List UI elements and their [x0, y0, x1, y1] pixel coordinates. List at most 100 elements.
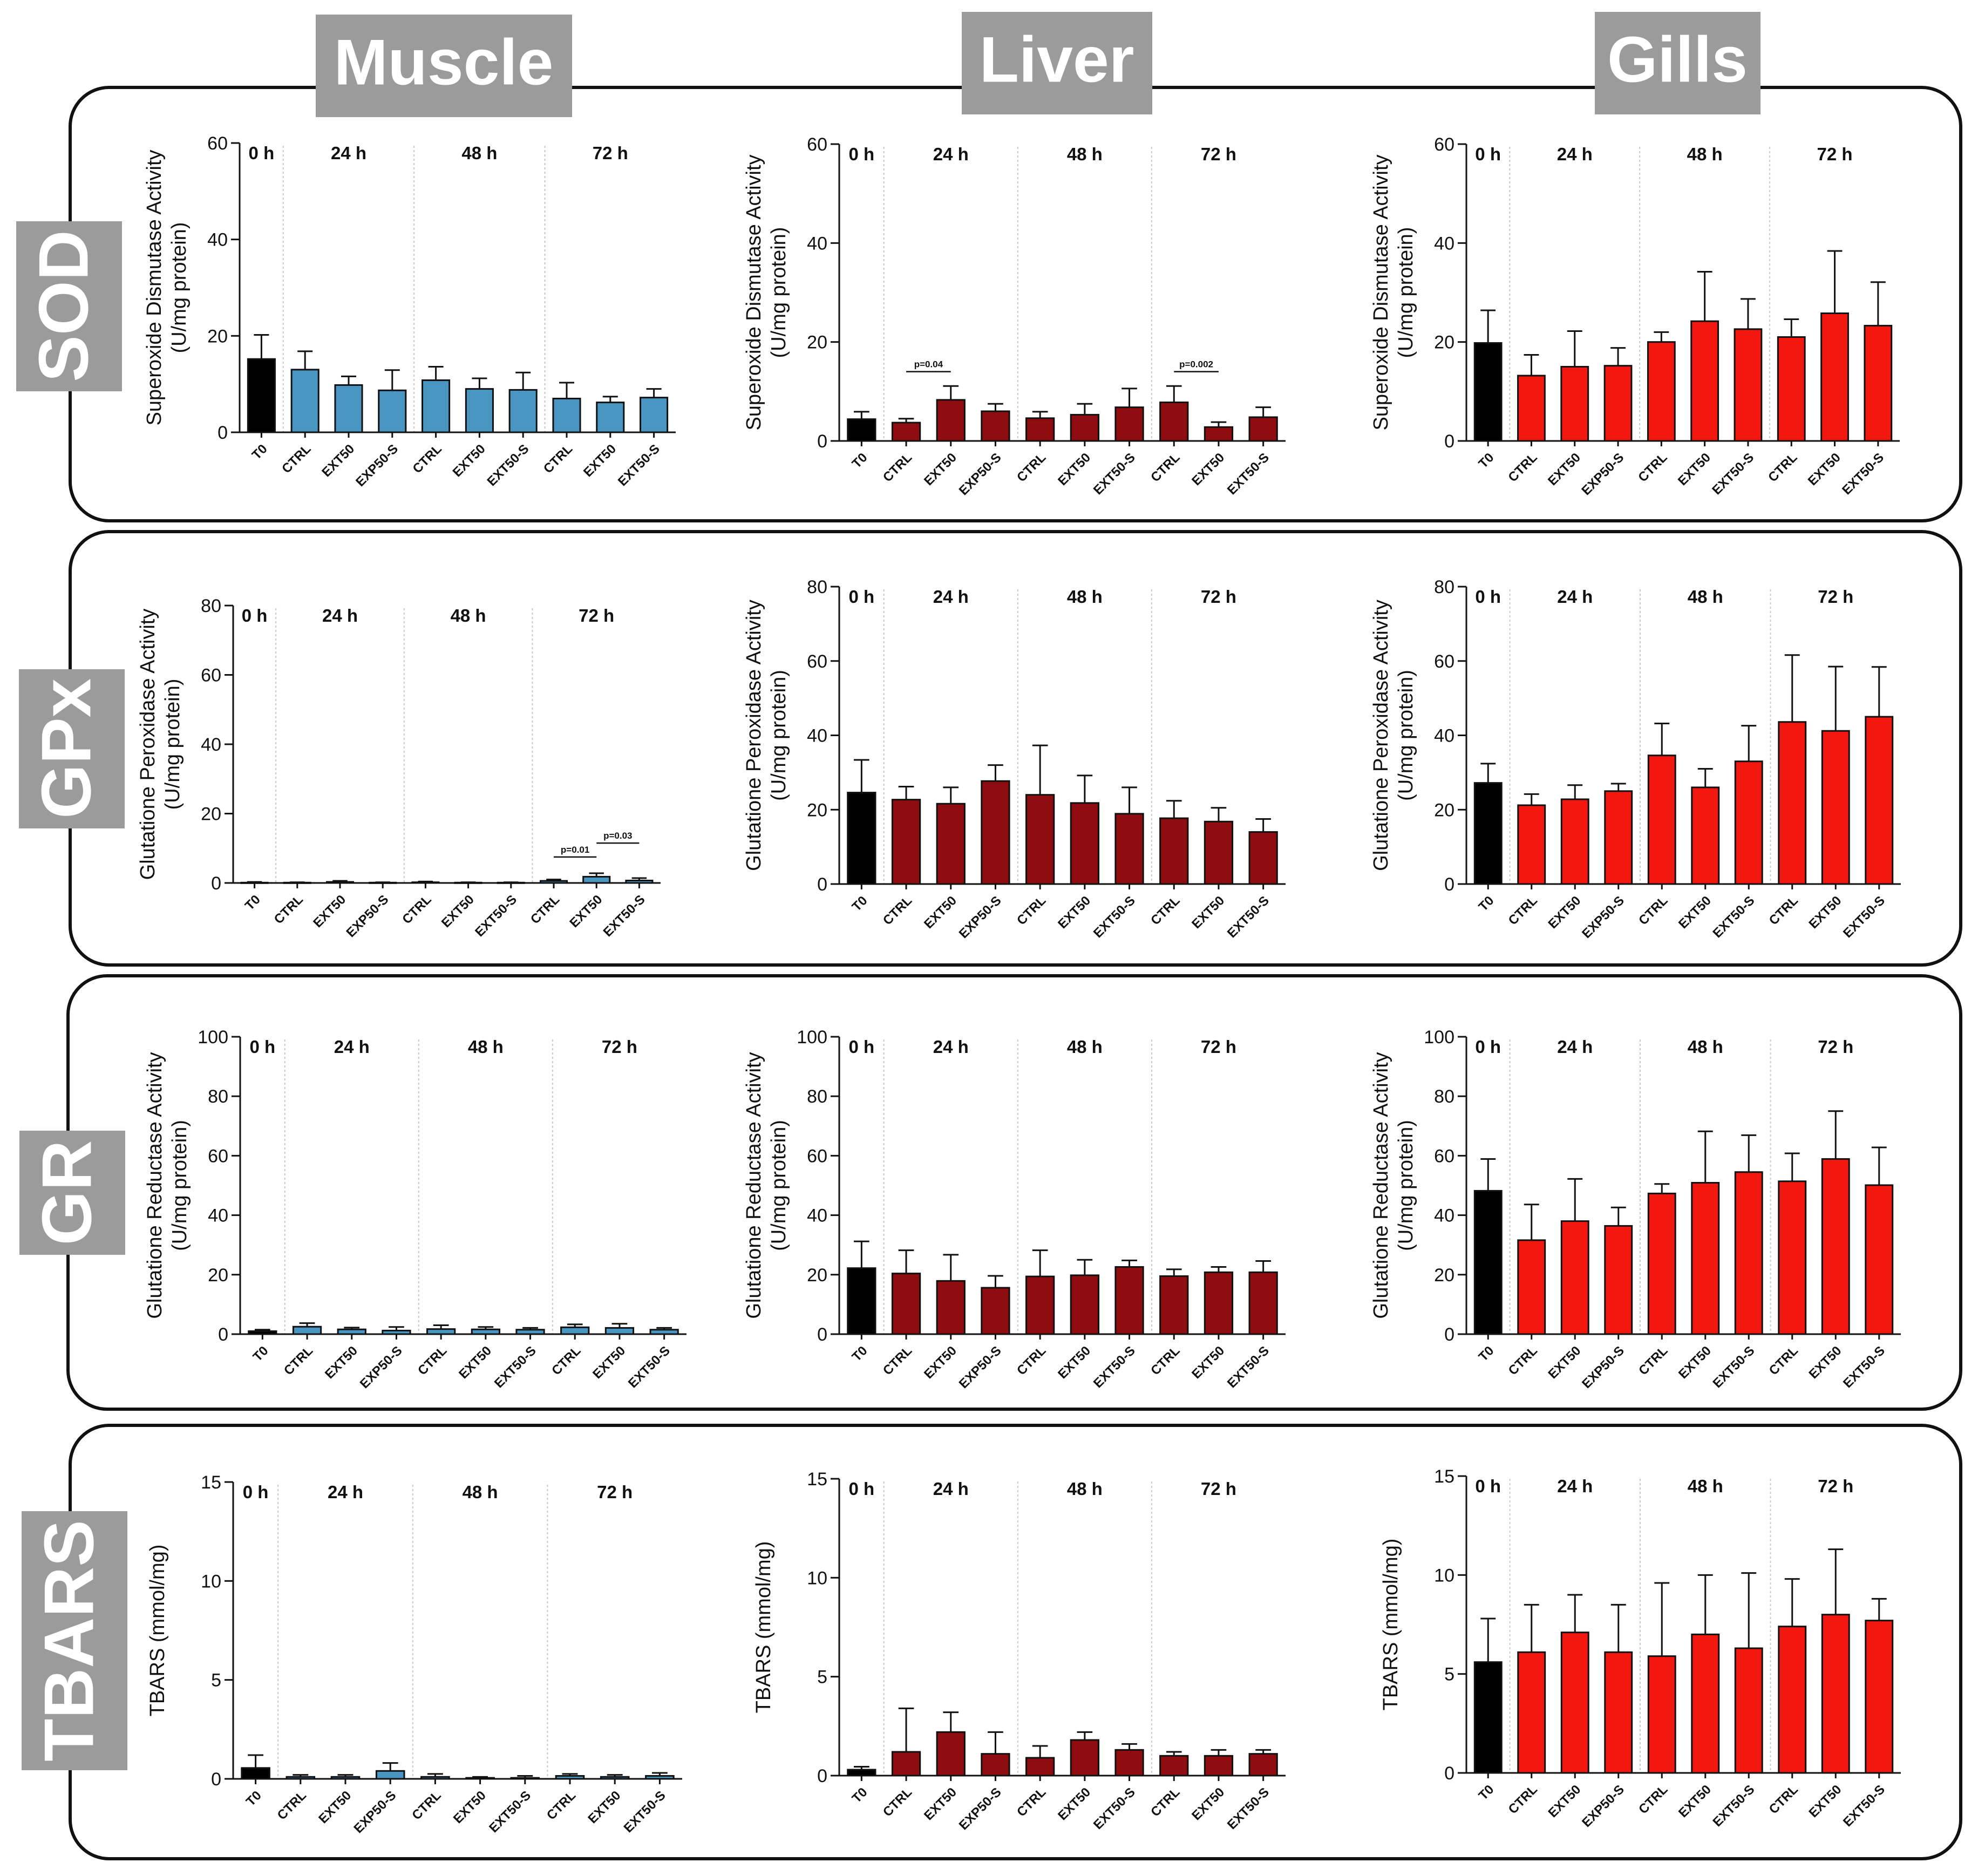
y-tick-label: 40 — [208, 1206, 228, 1226]
x-tick-label: EXT50 — [921, 450, 960, 488]
bar — [847, 792, 876, 885]
x-tick-label: CTRL — [1766, 1343, 1801, 1378]
bar — [1691, 1633, 1720, 1774]
tissue-label-muscle: Muscle — [316, 15, 572, 117]
x-tick-label: EXT50 — [567, 892, 605, 930]
y-axis-label: Superoxide Dismutase Activity (U/mg prote… — [1370, 154, 1417, 430]
bar — [1821, 1158, 1850, 1335]
significance-label: p=0.002 — [1179, 359, 1213, 370]
y-tick-label: 40 — [1434, 726, 1454, 746]
bar — [891, 1751, 921, 1777]
y-tick-label: 40 — [207, 230, 228, 250]
time-label: 24 h — [1557, 1476, 1593, 1496]
x-tick-label: CTRL — [1506, 893, 1540, 928]
y-axis-label-line: (U/mg protein) — [1395, 670, 1417, 801]
bar — [1647, 1192, 1676, 1335]
x-tick-label: EXT50 — [1806, 1343, 1845, 1382]
x-tick-label: EXT50 — [1546, 1343, 1584, 1382]
time-label: 72 h — [602, 1037, 637, 1057]
x-tick-label: EXT50-S — [1709, 450, 1757, 498]
time-label: 72 h — [1201, 1037, 1236, 1057]
y-axis-label: Glutatione Reductase Activity (U/mg prote… — [743, 1052, 790, 1318]
x-tick-label: EXT50 — [322, 1343, 361, 1382]
y-tick-label: 40 — [807, 1206, 827, 1226]
bar — [1070, 413, 1099, 442]
time-label: 72 h — [579, 606, 614, 626]
x-tick-label: EXP50-S — [351, 1788, 399, 1836]
bar — [1159, 817, 1189, 885]
x-tick-label: CTRL — [1766, 893, 1801, 928]
bar — [1159, 402, 1189, 442]
x-tick-label: EXT50-S — [1839, 450, 1887, 498]
x-tick-label: CTRL — [1148, 450, 1182, 485]
y-tick-label: 5 — [1444, 1664, 1454, 1685]
bar — [1604, 790, 1633, 885]
bar — [1603, 365, 1633, 442]
y-tick-label: 40 — [807, 233, 827, 254]
x-tick-label: EXT50 — [1055, 1785, 1093, 1823]
time-label: 72 h — [597, 1482, 633, 1502]
time-label: 72 h — [1818, 1037, 1853, 1057]
y-tick-label: 20 — [807, 332, 827, 353]
bar — [1473, 342, 1503, 442]
time-label: 48 h — [468, 1037, 504, 1057]
x-tick-label: EXT50 — [1675, 450, 1714, 488]
y-tick-label: 60 — [1434, 1146, 1454, 1166]
x-tick-label: EXT50 — [1055, 1343, 1093, 1382]
bar — [1560, 798, 1589, 885]
enzyme-label-gr: GR — [19, 1131, 125, 1255]
y-axis-label-line: (U/mg protein) — [1395, 1120, 1417, 1251]
time-label: 24 h — [1557, 144, 1593, 164]
y-tick-label: 0 — [217, 423, 228, 443]
x-tick-label: EXT50 — [1546, 893, 1584, 932]
bar — [334, 384, 363, 433]
x-tick-label: CTRL — [1636, 893, 1670, 928]
x-tick-label: CTRL — [880, 1785, 915, 1819]
x-tick-label: EXP50-S — [956, 1785, 1004, 1833]
x-tick-label: EXT50 — [319, 441, 357, 480]
bar — [1517, 1651, 1546, 1774]
x-tick-label: CTRL — [409, 1788, 444, 1823]
x-tick-label: EXP50-S — [344, 892, 392, 940]
time-label: 0 h — [849, 144, 875, 164]
y-tick-label: 0 — [817, 874, 827, 895]
bar — [936, 399, 966, 442]
bar — [1777, 336, 1806, 442]
x-tick-label: T0 — [1476, 450, 1497, 471]
x-tick-label: CTRL — [1506, 1782, 1540, 1817]
x-tick-label: EXT50 — [316, 1788, 354, 1826]
x-tick-label: EXT50-S — [1710, 1343, 1758, 1391]
y-tick-label: 60 — [201, 665, 221, 686]
x-tick-label: EXT50-S — [601, 892, 648, 940]
bar — [1248, 831, 1278, 885]
x-tick-label: EXT50 — [1189, 893, 1227, 932]
y-axis-label-line: Glutatione Peroxidase Activity — [1370, 600, 1392, 871]
tissue-label-muscle-text: Muscle — [334, 26, 554, 99]
bar — [1025, 794, 1055, 885]
x-tick-label: EXP50-S — [1579, 1343, 1627, 1391]
bar — [1473, 1661, 1503, 1774]
y-tick-label: 15 — [807, 1469, 827, 1490]
x-tick-label: EXT50 — [1806, 893, 1845, 932]
time-label: 24 h — [328, 1482, 363, 1502]
y-tick-label: 80 — [807, 577, 827, 597]
x-tick-label: T0 — [1476, 1782, 1497, 1803]
bar — [1691, 786, 1720, 885]
x-tick-label: CTRL — [1014, 1785, 1049, 1819]
bar — [604, 1327, 635, 1335]
x-tick-label: EXT50 — [921, 1785, 960, 1823]
x-tick-label: EXP50-S — [956, 450, 1004, 498]
x-tick-label: EXT50-S — [486, 1788, 534, 1836]
x-tick-label: CTRL — [279, 441, 314, 476]
x-tick-label: EXT50 — [1545, 450, 1583, 488]
bar — [1604, 1651, 1633, 1774]
x-tick-label: CTRL — [880, 893, 915, 928]
bar — [1248, 1753, 1278, 1777]
x-tick-label: CTRL — [549, 1343, 583, 1378]
x-tick-label: T0 — [849, 1785, 871, 1806]
enzyme-label-gpx-text: GPx — [26, 678, 105, 819]
y-tick-label: 20 — [807, 800, 827, 820]
y-axis-label-line: Glutatione Peroxidase Activity — [137, 609, 159, 880]
time-label: 24 h — [933, 144, 969, 164]
